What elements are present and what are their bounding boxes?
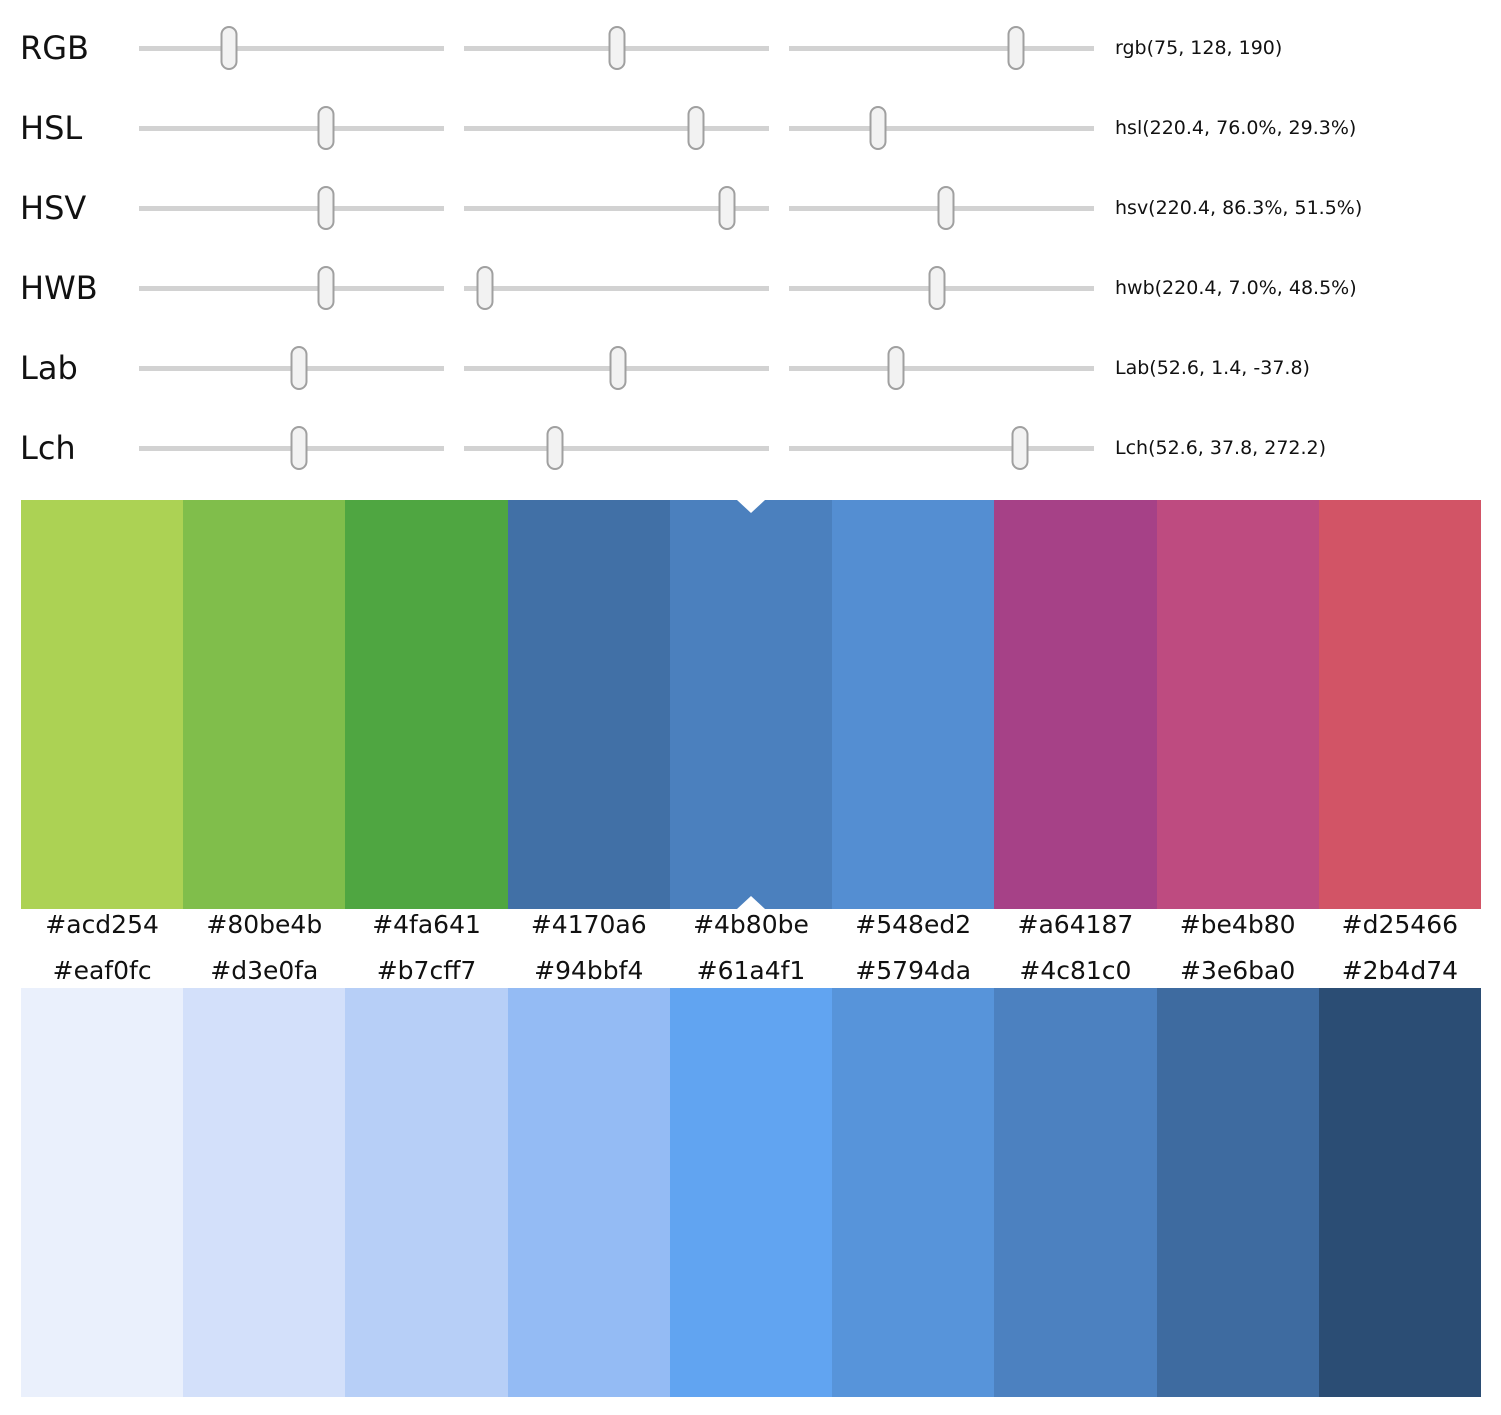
colorspace-label: Lab xyxy=(20,349,78,387)
slider-track-hsv-0[interactable] xyxy=(139,185,444,231)
slider-track-lch-2[interactable] xyxy=(789,425,1094,471)
slider-track-hsv-1[interactable] xyxy=(464,185,769,231)
colorspace-label: RGB xyxy=(20,29,89,67)
hex-label: #2b4d74 xyxy=(1341,955,1459,985)
hex-label: #be4b80 xyxy=(1179,909,1296,939)
palette-swatch[interactable] xyxy=(345,988,508,1397)
color-value-text-hwb: hwb(220.4, 7.0%, 48.5%) xyxy=(1115,277,1357,299)
color-value-text-lab: Lab(52.6, 1.4, -37.8) xyxy=(1115,357,1310,379)
hex-label: #5794da xyxy=(855,955,972,985)
slider-track-hsv-2[interactable] xyxy=(789,185,1094,231)
slider-row-hsv: HSV hsv(220.4, 86.3%, 51.5%) xyxy=(0,168,1501,248)
slider-track-lch-0[interactable] xyxy=(139,425,444,471)
slider-track-rgb-0[interactable] xyxy=(139,25,444,71)
slider-thumb-rgb-1[interactable] xyxy=(608,26,626,70)
hex-label: #d3e0fa xyxy=(210,955,319,985)
palette-swatch[interactable] xyxy=(183,988,346,1397)
selection-notch-bottom xyxy=(737,896,765,909)
slider-track-lab-0[interactable] xyxy=(139,345,444,391)
slider-thumb-rgb-2[interactable] xyxy=(1007,26,1025,70)
palette-strip-top xyxy=(21,500,1481,909)
hex-labels-top: #acd254 #80be4b #4fa641 #4170a6 #4b80be #548e… xyxy=(21,909,1481,939)
slider-thumb-hsv-0[interactable] xyxy=(317,186,335,230)
slider-track-hsl-0[interactable] xyxy=(139,105,444,151)
slider-track-hwb-2[interactable] xyxy=(789,265,1094,311)
slider-thumb-hsv-2[interactable] xyxy=(937,186,955,230)
palette-swatch[interactable] xyxy=(669,500,833,909)
palette-swatch[interactable] xyxy=(1156,500,1319,909)
slider-thumb-hsl-1[interactable] xyxy=(687,106,705,150)
slider-row-lab: Lab Lab(52.6, 1.4, -37.8) xyxy=(0,328,1501,408)
palette-swatch[interactable] xyxy=(832,500,995,909)
slider-thumb-lab-1[interactable] xyxy=(609,346,627,390)
slider-track-lab-1[interactable] xyxy=(464,345,769,391)
palette-swatch[interactable] xyxy=(669,988,833,1397)
colorspace-label: HWB xyxy=(20,269,98,307)
slider-thumb-lab-2[interactable] xyxy=(887,346,905,390)
colorspace-label: HSL xyxy=(20,109,83,147)
palette-swatch[interactable] xyxy=(994,500,1157,909)
slider-track-hsl-1[interactable] xyxy=(464,105,769,151)
slider-row-lch: Lch Lch(52.6, 37.8, 272.2) xyxy=(0,408,1501,488)
hex-label: #acd254 xyxy=(45,909,159,939)
slider-track-hwb-0[interactable] xyxy=(139,265,444,311)
slider-track-lab-2[interactable] xyxy=(789,345,1094,391)
slider-track-rgb-1[interactable] xyxy=(464,25,769,71)
slider-thumb-hsl-0[interactable] xyxy=(317,106,335,150)
palette-swatch[interactable] xyxy=(507,500,670,909)
slider-thumb-lch-1[interactable] xyxy=(546,426,564,470)
slider-thumb-rgb-0[interactable] xyxy=(220,26,238,70)
hex-labels-bottom: #eaf0fc #d3e0fa #b7cff7 #94bbf4 #61a4f1 #5794… xyxy=(21,955,1481,985)
colorspace-label: Lch xyxy=(20,429,76,467)
hex-label: #4b80be xyxy=(693,909,809,939)
hex-label: #eaf0fc xyxy=(52,955,152,985)
hex-label: #94bbf4 xyxy=(534,955,644,985)
hex-label: #4fa641 xyxy=(372,909,481,939)
colorspace-label: HSV xyxy=(20,189,87,227)
palette-swatch[interactable] xyxy=(345,500,508,909)
hex-label: #80be4b xyxy=(206,909,323,939)
color-value-text-lch: Lch(52.6, 37.8, 272.2) xyxy=(1115,437,1327,459)
selection-notch-top xyxy=(737,500,765,513)
slider-thumb-lch-2[interactable] xyxy=(1011,426,1029,470)
hex-label: #b7cff7 xyxy=(376,955,477,985)
slider-track-rgb-2[interactable] xyxy=(789,25,1094,71)
slider-thumb-hsl-2[interactable] xyxy=(869,106,887,150)
color-value-text-hsv: hsv(220.4, 86.3%, 51.5%) xyxy=(1115,197,1363,219)
slider-row-rgb: RGB rgb(75, 128, 190) xyxy=(0,8,1501,88)
palette-swatch[interactable] xyxy=(21,988,184,1397)
palette-swatch[interactable] xyxy=(1156,988,1319,1397)
palette-swatch[interactable] xyxy=(21,500,184,909)
hex-label: #61a4f1 xyxy=(696,955,806,985)
hex-label: #d25466 xyxy=(1341,909,1459,939)
color-sliders-panel: RGB rgb(75, 128, 190) HSL hsl(220.4, 76.0%,… xyxy=(0,0,1501,488)
palette-swatch[interactable] xyxy=(507,988,670,1397)
slider-thumb-lab-0[interactable] xyxy=(290,346,308,390)
hex-label: #3e6ba0 xyxy=(1180,955,1296,985)
color-value-text-hsl: hsl(220.4, 76.0%, 29.3%) xyxy=(1115,117,1357,139)
slider-thumb-hsv-1[interactable] xyxy=(718,186,736,230)
color-value-text-rgb: rgb(75, 128, 190) xyxy=(1115,37,1283,59)
palette-swatch[interactable] xyxy=(994,988,1157,1397)
slider-track-hwb-1[interactable] xyxy=(464,265,769,311)
palette-swatch[interactable] xyxy=(1318,500,1481,909)
slider-thumb-hwb-1[interactable] xyxy=(476,266,494,310)
slider-track-hsl-2[interactable] xyxy=(789,105,1094,151)
slider-thumb-hwb-2[interactable] xyxy=(928,266,946,310)
palette-swatch[interactable] xyxy=(832,988,995,1397)
slider-row-hwb: HWB hwb(220.4, 7.0%, 48.5%) xyxy=(0,248,1501,328)
slider-thumb-lch-0[interactable] xyxy=(290,426,308,470)
hex-label: #4c81c0 xyxy=(1019,955,1132,985)
hex-label: #548ed2 xyxy=(855,909,972,939)
palette-swatch[interactable] xyxy=(183,500,346,909)
slider-thumb-hwb-0[interactable] xyxy=(317,266,335,310)
palette-strip-bottom xyxy=(21,988,1481,1397)
hex-label: #4170a6 xyxy=(530,909,647,939)
palette-swatch[interactable] xyxy=(1318,988,1481,1397)
slider-row-hsl: HSL hsl(220.4, 76.0%, 29.3%) xyxy=(0,88,1501,168)
slider-track-lch-1[interactable] xyxy=(464,425,769,471)
hex-label: #a64187 xyxy=(1017,909,1134,939)
